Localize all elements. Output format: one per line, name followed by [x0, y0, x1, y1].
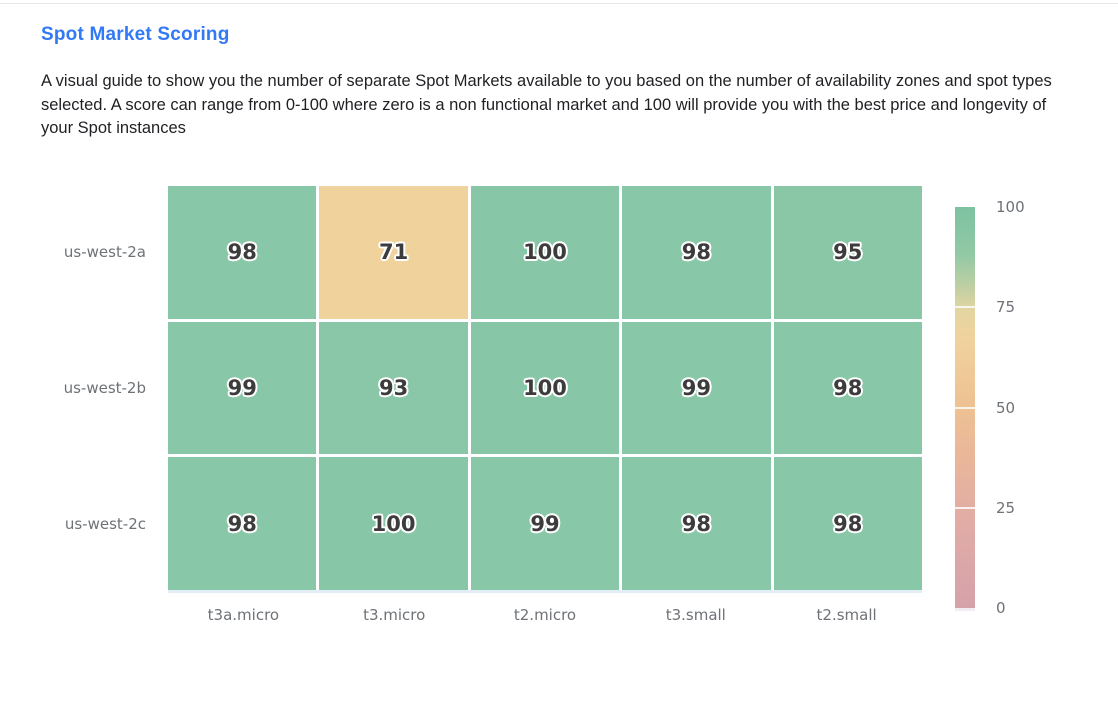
heatmap-y-axis-labels: us-west-2a us-west-2b us-west-2c — [0, 186, 146, 590]
heatmap-cell-us-west-2a-t3.micro[interactable]: 71 — [319, 186, 468, 319]
colorbar-label-0: 0 — [996, 599, 1006, 617]
col-label-t2.micro: t2.micro — [513, 606, 577, 624]
cell-value: 98 — [833, 375, 863, 400]
cell-value: 71 — [378, 240, 409, 265]
colorbar-tick-line — [955, 306, 975, 309]
colorbar-label-100: 100 — [996, 198, 1025, 216]
heatmap-cell-us-west-2b-t2.micro[interactable]: 100 — [470, 321, 620, 455]
heatmap-cell-us-west-2c-t3.small[interactable]: 98 — [622, 457, 771, 590]
cell-value: 98 — [833, 511, 863, 536]
heatmap-cell-us-west-2b-t2.small[interactable]: 98 — [773, 321, 922, 455]
heatmap-cell-us-west-2c-t3a.micro[interactable]: 98 — [168, 457, 317, 590]
heatmap-cell-us-west-2c-t2.micro[interactable]: 99 — [470, 457, 620, 590]
cell-value: 98 — [227, 240, 257, 265]
col-label-t3.small: t3.small — [665, 606, 726, 624]
description-text: A visual guide to show you the number of… — [41, 72, 1052, 137]
colorbar-tick-labels: 100 75 50 25 0 — [996, 198, 1042, 617]
col-label-t3a.micro: t3a.micro — [207, 606, 280, 624]
colorbar-tick-line — [955, 506, 975, 509]
heatmap-cell-us-west-2b-t3.micro[interactable]: 93 — [319, 321, 468, 455]
colorbar-label-75: 75 — [996, 298, 1016, 317]
colorbar-gradient — [955, 207, 975, 608]
cell-value: 98 — [681, 240, 711, 265]
heatmap-x-axis-labels: t3a.micro t3.micro t2.micro t3.small t2.smal… — [168, 606, 922, 624]
cell-value: 98 — [227, 511, 257, 536]
cell-value: 98 — [681, 511, 711, 536]
heatmap-cell-us-west-2c-t2.small[interactable]: 98 — [773, 457, 922, 590]
heatmap-cell-us-west-2c-t3.micro[interactable]: 100 — [319, 457, 468, 590]
cell-value: 99 — [530, 511, 560, 536]
row-label-us-west-2b: us-west-2b — [63, 378, 146, 397]
page-title: Spot Market Scoring — [41, 24, 230, 45]
cell-value: 99 — [227, 375, 257, 400]
heatmap-grid: 98 71 100 98 95 99 93 100 99 98 98 100 99 98 98 — [168, 186, 922, 590]
cell-value: 100 — [523, 240, 567, 265]
colorbar-label-50: 50 — [996, 398, 1016, 417]
cell-value: 100 — [523, 375, 567, 400]
colorbar-label-25: 25 — [996, 498, 1016, 517]
cell-value: 93 — [378, 375, 409, 400]
col-label-t2.small: t2.small — [816, 606, 877, 624]
cell-value: 99 — [681, 375, 711, 400]
heatmap-cell-us-west-2b-t3.small[interactable]: 99 — [622, 321, 771, 455]
heatmap-cell-us-west-2a-t3a.micro[interactable]: 98 — [168, 186, 317, 319]
cell-value: 95 — [833, 240, 863, 265]
col-label-t3.micro: t3.micro — [363, 606, 426, 624]
row-label-us-west-2a: us-west-2a — [63, 243, 146, 262]
heatmap-cell-us-west-2b-t3a.micro[interactable]: 99 — [168, 321, 317, 455]
row-label-us-west-2c: us-west-2c — [64, 514, 146, 533]
top-divider — [0, 3, 1118, 4]
cell-value: 100 — [371, 511, 416, 536]
heatmap-cell-us-west-2a-t2.micro[interactable]: 100 — [470, 186, 620, 319]
heatmap-cell-us-west-2a-t2.small[interactable]: 95 — [773, 186, 922, 319]
colorbar-tick-line — [955, 406, 975, 409]
heatmap-cell-us-west-2a-t3.small[interactable]: 98 — [622, 186, 771, 319]
